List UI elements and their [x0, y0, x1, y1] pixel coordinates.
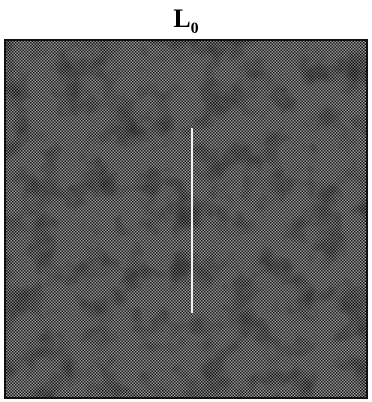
title-main: L [173, 4, 190, 33]
panel-title: L0 [173, 4, 198, 37]
title-subscript: 0 [191, 20, 199, 37]
image-panel [5, 40, 367, 398]
page: L0 (() => { const data = JSON.parse(docu… [0, 0, 372, 402]
figure: L0 [0, 0, 372, 402]
noise-blotches [5, 40, 367, 398]
